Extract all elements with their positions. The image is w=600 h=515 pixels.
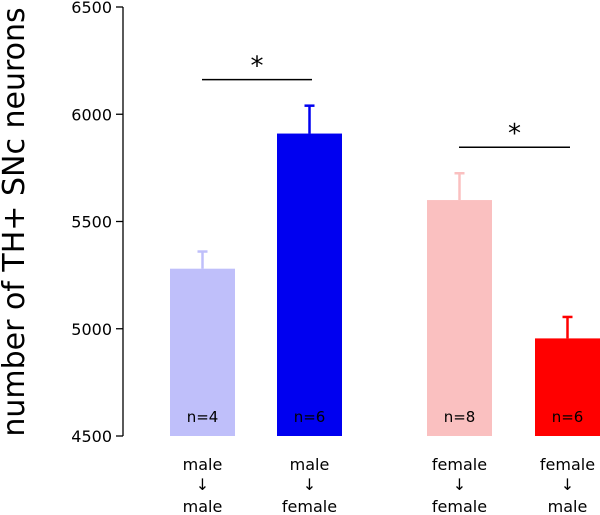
x-label-arrow: ↓ [561,475,574,494]
y-tick-label: 5500 [71,213,112,232]
x-axis-labels: male↓malemale↓femalefemale↓femalefemale↓… [183,455,595,515]
x-label-from: female [432,455,487,474]
y-tick-label: 4500 [71,427,112,446]
bar [277,133,342,436]
x-label-from: male [183,455,223,474]
bar [170,268,235,436]
y-axis: 4500 5000 5500 6000 6500 [71,0,124,446]
bar [535,338,600,436]
x-label-to: male [183,497,223,515]
y-tick-label: 6000 [71,105,112,124]
significance-star: * [251,52,264,82]
x-label-arrow: ↓ [453,475,466,494]
significance-star: * [508,119,521,149]
significance-group: ** [202,52,570,149]
x-label-to: female [432,497,487,515]
x-label-from: female [540,455,595,474]
bar-n-label: n=8 [444,408,476,426]
bar [427,200,492,436]
y-tick-label: 6500 [71,0,112,17]
bar-n-label: n=6 [294,408,326,426]
x-label-arrow: ↓ [196,475,209,494]
x-label-arrow: ↓ [303,475,316,494]
bar-n-label: n=6 [552,408,584,426]
x-label-from: male [290,455,330,474]
y-axis-title: number of TH+ SNc neurons [0,7,32,436]
bars-group: n=4 n=6 n=8 n=6 [170,104,600,436]
x-label-to: female [282,497,337,515]
x-label-to: male [548,497,588,515]
y-tick-label: 5000 [71,320,112,339]
bar-n-label: n=4 [187,408,219,426]
